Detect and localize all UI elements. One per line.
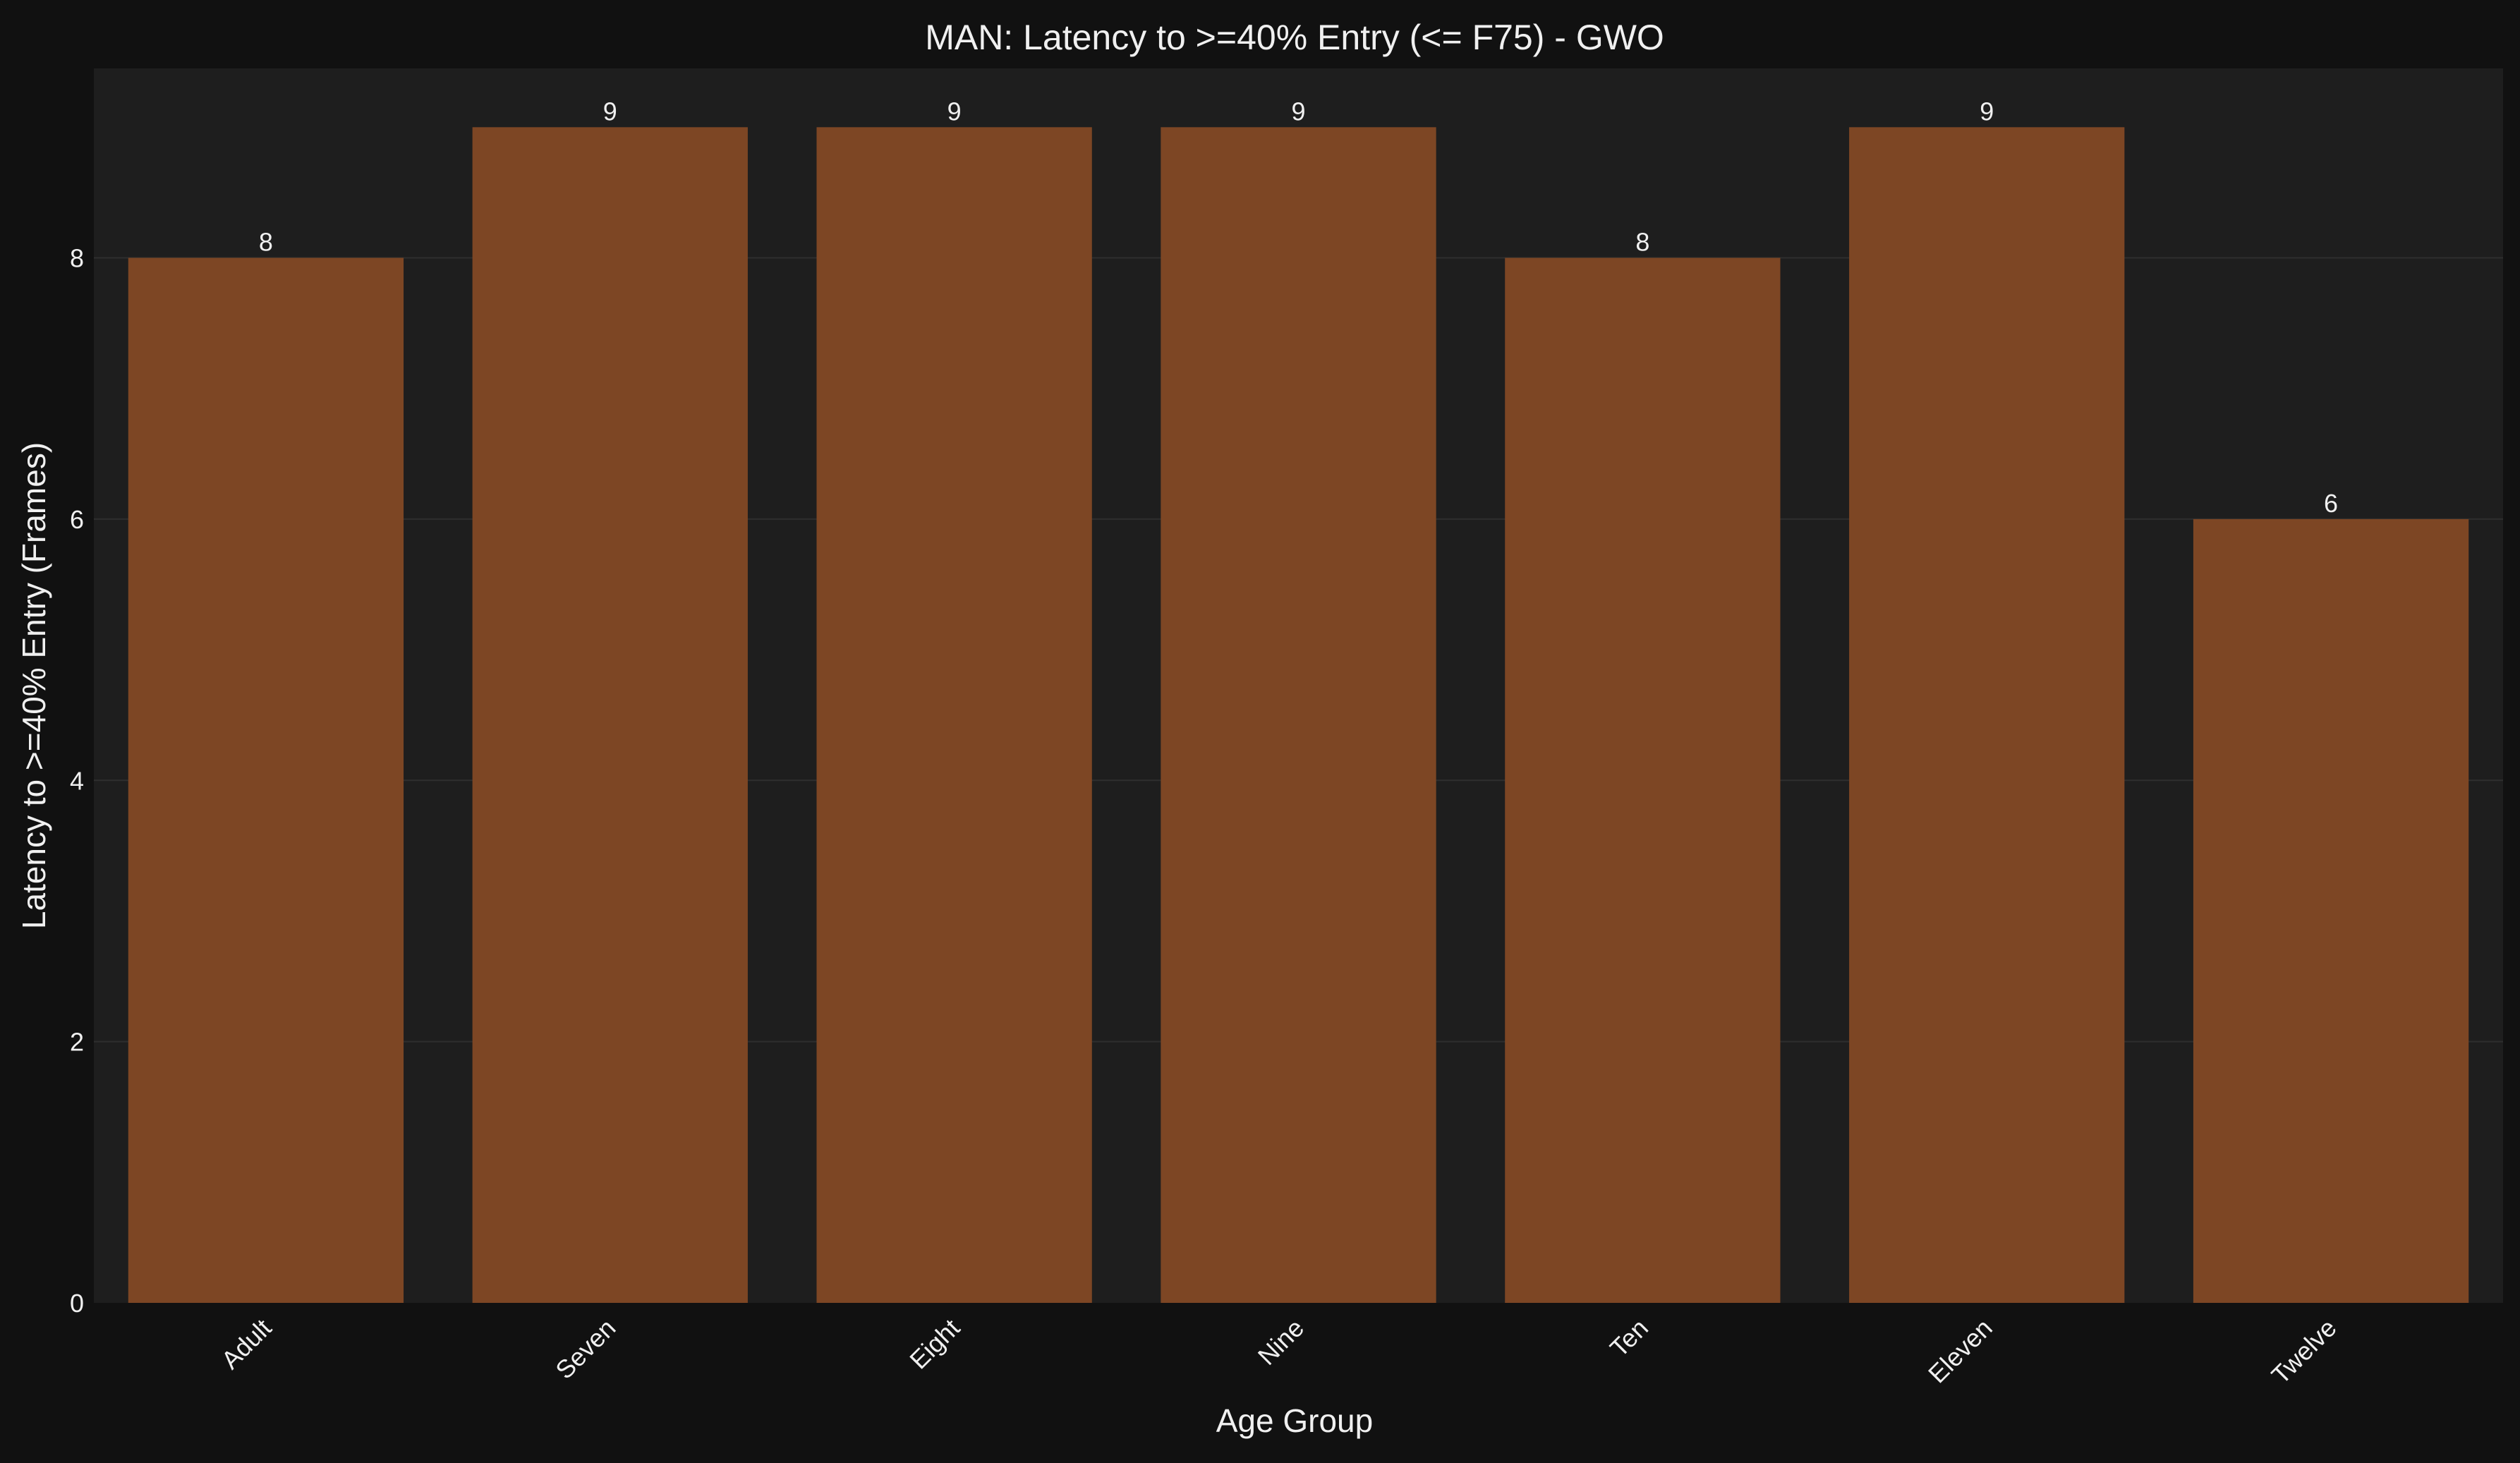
- bar-value-label: 9: [947, 97, 962, 126]
- y-tick-label: 8: [70, 244, 84, 273]
- bar-value-label: 8: [259, 228, 273, 257]
- bar: [816, 127, 1092, 1303]
- chart-title: MAN: Latency to >=40% Entry (<= F75) - G…: [925, 18, 1664, 57]
- x-axis-label: Age Group: [1216, 1402, 1373, 1439]
- bar: [472, 127, 748, 1303]
- bar: [1505, 257, 1781, 1303]
- bar-value-label: 6: [2324, 489, 2338, 518]
- bar-value-label: 9: [603, 97, 617, 126]
- y-tick-label: 4: [70, 766, 84, 795]
- y-axis-ticks: 0 2 4 6 8: [70, 244, 84, 1318]
- bar: [2193, 518, 2469, 1303]
- bar: [128, 257, 404, 1303]
- bar: [1161, 127, 1436, 1303]
- y-tick-label: 2: [70, 1028, 84, 1057]
- bar-value-label: 9: [1291, 97, 1305, 126]
- bar: [1849, 127, 2125, 1303]
- y-tick-label: 0: [70, 1289, 84, 1318]
- bar-value-label: 8: [1635, 228, 1649, 257]
- bar-value-label: 9: [1980, 97, 1994, 126]
- data-labels: 8 9 9 9 8 9 6: [259, 97, 2338, 518]
- y-tick-label: 6: [70, 505, 84, 534]
- y-axis-label: Latency to >=40% Entry (Frames): [16, 442, 52, 929]
- bars: [128, 127, 2469, 1303]
